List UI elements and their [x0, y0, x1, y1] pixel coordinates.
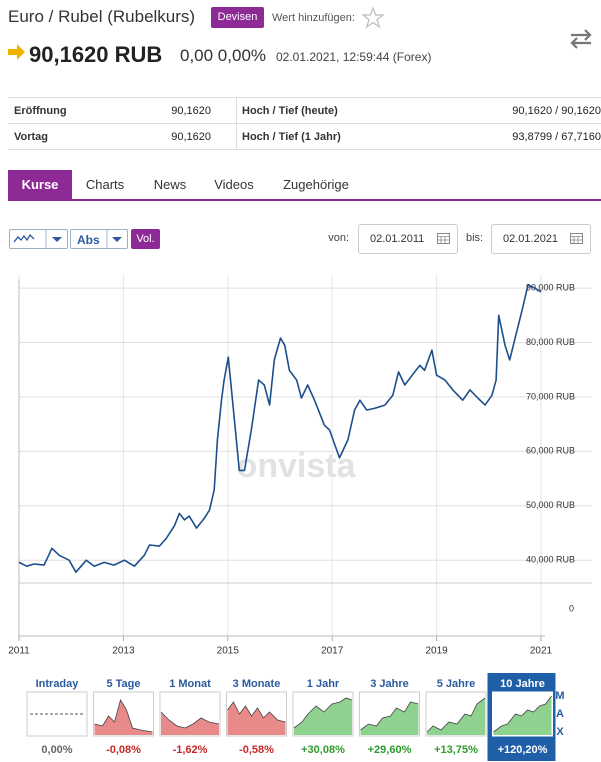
- timestamp: 02.01.2021, 12:59:44 (Forex): [276, 50, 432, 64]
- period-change: +13,75%: [434, 744, 478, 756]
- table-row: Eröffnung 90,1620 Hoch / Tief (heute) 90…: [8, 98, 601, 124]
- x-tick-label: 2019: [425, 646, 448, 657]
- period-label: Intraday: [36, 678, 80, 690]
- sparkline-area: [161, 712, 219, 735]
- date-text: 02.01.2011: [370, 233, 425, 245]
- tab[interactable]: Charts: [85, 177, 125, 192]
- period-change: +120,20%: [498, 744, 548, 756]
- calendar-icon: [437, 233, 450, 244]
- period-label: 1 Jahr: [307, 678, 340, 690]
- period-tab[interactable]: 1 Monat -1,62%: [159, 678, 221, 756]
- period-tab[interactable]: 5 Tage -0,08%: [93, 678, 154, 756]
- calendar-icon: [570, 233, 583, 244]
- sparkline-area: [360, 702, 419, 735]
- x-tick-label: 2011: [8, 646, 30, 657]
- sparkline: [160, 711, 220, 729]
- period-tab[interactable]: Intraday 0,00%: [26, 678, 88, 756]
- x-tick-label: 2017: [321, 646, 344, 657]
- y-tick-label: 80,000 RUB: [526, 337, 575, 347]
- period-label: 1 Monat: [169, 678, 211, 690]
- to-label: bis:: [466, 232, 484, 244]
- watermark: onvista: [236, 447, 356, 485]
- cell-label: Hoch / Tief (1 Jahr): [242, 131, 341, 143]
- y-tick-label: 70,000 RUB: [526, 391, 575, 401]
- volume-button[interactable]: Vol.: [131, 229, 160, 249]
- period-label: 10 Jahre: [500, 678, 545, 690]
- sparkline-area: [227, 702, 286, 735]
- sparkline-area: [94, 700, 153, 735]
- sparkline-area: [427, 698, 485, 735]
- y-tick-label: 90,000 RUB: [526, 282, 575, 292]
- period-label: 5 Tage: [106, 678, 140, 690]
- x-tick-label: 2021: [530, 646, 553, 657]
- from-date[interactable]: 02.01.2011: [358, 224, 458, 254]
- watch-label: Wert hinzufügen:: [272, 12, 355, 24]
- period-tab[interactable]: 10 Jahre +120,20%: [487, 673, 556, 761]
- dropdown-icon: [106, 230, 122, 248]
- period-change: +30,08%: [301, 744, 345, 756]
- volume-tick-label: 0: [569, 603, 574, 613]
- max-letter[interactable]: X: [556, 726, 564, 738]
- period-label: 3 Jahre: [370, 678, 409, 690]
- y-tick-label: 40,000 RUB: [526, 555, 575, 565]
- tab[interactable]: Videos: [214, 177, 254, 192]
- x-tick-label: 2013: [112, 646, 135, 657]
- period-tab[interactable]: 1 Jahr +30,08%: [292, 678, 354, 756]
- cell-value: 90,1620 / 90,1620: [512, 105, 601, 117]
- max-letter[interactable]: M: [555, 690, 564, 702]
- title: Euro / Rubel (Rubelkurs): [8, 7, 196, 26]
- scale-button[interactable]: Abs: [70, 229, 128, 249]
- y-tick-label: 50,000 RUB: [526, 500, 575, 510]
- sparkline: [360, 701, 419, 731]
- cell-value: 90,1620: [171, 105, 211, 117]
- max-letter[interactable]: A: [556, 708, 564, 720]
- cell-label: Eröffnung: [14, 105, 67, 117]
- period-change: -0,58%: [239, 744, 274, 756]
- tab[interactable]: Zugehörige: [283, 177, 349, 192]
- sparkline: [94, 698, 153, 733]
- period-label: 5 Jahre: [437, 678, 476, 690]
- period-change: +29,60%: [368, 744, 412, 756]
- trend-arrow: [8, 44, 25, 60]
- cell-label: Vortag: [14, 131, 49, 143]
- x-tick-label: 2015: [217, 646, 240, 657]
- cell-value: 93,8799 / 67,7160: [512, 131, 601, 143]
- table-row: Vortag 90,1620 Hoch / Tief (1 Jahr) 93,8…: [8, 124, 601, 150]
- sparkline: [293, 697, 353, 729]
- period-tab[interactable]: 5 Jahre +13,75%: [425, 678, 487, 756]
- price-line: [18, 284, 542, 573]
- period-label: 3 Monate: [233, 678, 281, 690]
- sparkline: [426, 697, 486, 733]
- y-tick-label: 60,000 RUB: [526, 446, 575, 456]
- quote-table: Eröffnung 90,1620 Hoch / Tief (heute) 90…: [8, 97, 601, 150]
- change: 0,00 0,00%: [180, 46, 267, 65]
- sparkline-area: [294, 698, 352, 735]
- scale-label: Abs: [77, 233, 100, 247]
- cell-label: Hoch / Tief (heute): [242, 105, 338, 117]
- chart-type-button[interactable]: [9, 229, 68, 249]
- period-change: 0,00%: [41, 744, 72, 756]
- tab[interactable]: Kurse: [8, 170, 72, 199]
- period-tab[interactable]: 3 Monate -0,58%: [226, 678, 287, 756]
- swap-icon[interactable]: [568, 28, 594, 50]
- date-text: 02.01.2021: [503, 233, 559, 245]
- chart-type-icon: [13, 230, 62, 248]
- period-tab[interactable]: 3 Jahre +29,60%: [359, 678, 420, 756]
- sparkline: [227, 701, 286, 723]
- cell-value: 90,1620: [171, 131, 211, 143]
- badge[interactable]: Devisen: [211, 7, 264, 28]
- sparkline: [493, 695, 552, 733]
- tab-bar: Kurse Charts News Videos Zugehörige: [8, 170, 601, 201]
- period-change: -1,62%: [173, 744, 208, 756]
- tab[interactable]: News: [153, 177, 187, 192]
- star-icon[interactable]: [362, 7, 384, 29]
- period-change: -0,08%: [106, 744, 141, 756]
- price: 90,1620 RUB: [29, 42, 163, 67]
- to-date[interactable]: 02.01.2021: [491, 224, 591, 254]
- from-label: von:: [328, 232, 349, 244]
